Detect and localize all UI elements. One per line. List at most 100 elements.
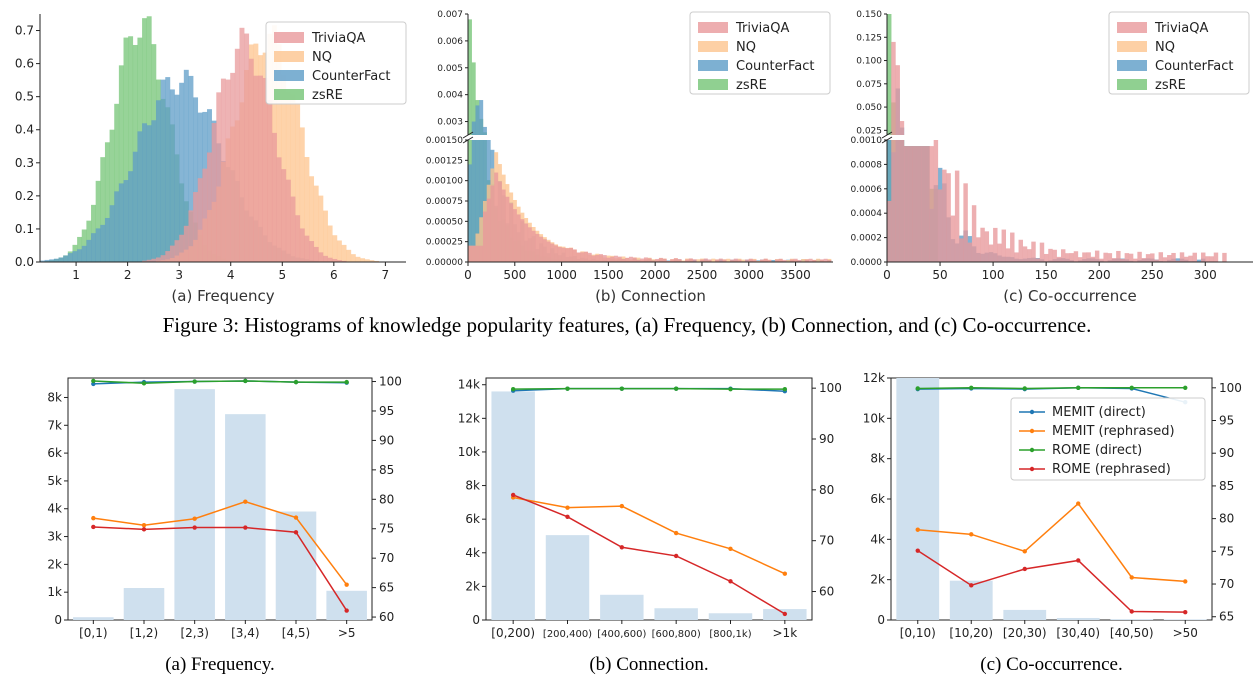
bar	[326, 590, 367, 620]
hist-bar	[67, 253, 73, 262]
hist-bar	[104, 142, 110, 262]
data-point	[344, 582, 349, 587]
data-point	[1183, 579, 1188, 584]
hist-bar	[696, 259, 701, 262]
line-series-rome-direct	[91, 378, 349, 386]
hist-bar	[360, 258, 366, 262]
legend-label: NQ	[312, 50, 332, 65]
bar	[1056, 617, 1100, 620]
hist-bar	[501, 189, 506, 262]
line-series-rome-rephrased	[510, 492, 788, 617]
line-series-rome-direct	[915, 385, 1188, 391]
hist-bar	[602, 255, 607, 262]
y-right-tick-label: 65	[379, 581, 394, 595]
hist-bar	[1222, 252, 1227, 262]
hist-bar	[374, 260, 379, 262]
hist-bar	[636, 259, 641, 262]
hist-bar	[912, 146, 917, 262]
x-tick-label: 250	[1141, 268, 1164, 282]
hist-bar	[225, 79, 231, 262]
y-tick-label: 0.00150	[426, 136, 463, 146]
legend-label: MEMIT (rephrased)	[1052, 424, 1175, 439]
hist-bar	[174, 94, 180, 262]
hist-bar	[741, 259, 746, 262]
hist-bar	[323, 255, 328, 262]
data-point	[1183, 609, 1188, 615]
hist-bar	[193, 192, 199, 262]
bar	[708, 613, 753, 620]
x-tick-label: [1,2)	[130, 626, 158, 640]
hist-bar	[730, 259, 734, 262]
data-point	[619, 545, 625, 550]
legend-label: TriviaQA	[1154, 21, 1208, 36]
hist-bar	[1010, 232, 1015, 262]
hist-bar	[63, 255, 69, 262]
y-left-tick-label: 4k	[465, 546, 480, 560]
hist-bar	[760, 259, 764, 262]
y-right-tick-label: 80	[819, 483, 834, 497]
hist-bar	[369, 260, 375, 262]
hist-bar	[128, 36, 134, 262]
hist-bar	[572, 249, 577, 262]
hist-frequency: 0.0 0.1 0.2 0.3 0.4 0.5 0.6 0.7 1 2 3 4 5 6 7 (a) Frequ…	[15, 14, 407, 305]
hist-bar	[677, 259, 682, 262]
y-right-tick-label: 95	[379, 404, 394, 418]
hist-bar	[756, 260, 761, 262]
x-tick-label: 3000	[733, 268, 764, 282]
hist-bar	[1035, 258, 1040, 262]
x-tick-label: 50	[932, 268, 947, 282]
legend-swatch	[274, 70, 304, 81]
hist-bar	[313, 185, 319, 262]
hist-bar	[628, 256, 633, 262]
hist-bar	[494, 172, 499, 262]
y-left-tick-label: 4k	[870, 532, 885, 546]
x-tick-label: [0,1)	[79, 626, 107, 640]
chart-title: (c) Co-occurrence.	[980, 654, 1122, 675]
hist-bar	[801, 259, 806, 262]
hist-bar	[58, 257, 64, 262]
line-series-rome-rephrased	[91, 524, 349, 613]
hist-bar	[160, 255, 166, 262]
hist-bar	[290, 196, 296, 262]
y-right-tick-label: 65	[1219, 610, 1234, 624]
y-left-tick-label: 12k	[458, 411, 480, 425]
y-left-tick-label: 2k	[47, 557, 62, 571]
bar	[123, 588, 165, 620]
hist-bar	[1065, 253, 1070, 262]
hist-bar	[1022, 246, 1028, 262]
legend-marker	[1029, 428, 1035, 434]
y-tick-label: 0.7	[15, 24, 34, 38]
hist-bar	[327, 225, 333, 262]
hist-bar	[718, 258, 723, 262]
hist-bar	[993, 227, 998, 262]
legend-marker	[1029, 409, 1035, 415]
hist-bar	[123, 37, 129, 262]
hist-bar	[230, 72, 236, 262]
data-point	[915, 386, 920, 391]
hist-bar	[327, 257, 333, 262]
hist-bar	[290, 94, 296, 262]
hist-bar	[971, 205, 977, 262]
hist-bar	[346, 249, 352, 262]
hist-bar	[1099, 258, 1104, 262]
hist-bar	[95, 180, 101, 262]
hist-bar	[606, 257, 611, 262]
hist-bar	[146, 259, 152, 262]
hist-series-triviaqa	[887, 41, 1253, 262]
hist-bar	[1090, 256, 1096, 262]
hist-bar	[542, 239, 547, 262]
x-tick-label: [30,40)	[1056, 626, 1100, 640]
hist-bar	[471, 121, 476, 135]
hist-bar	[1031, 241, 1036, 262]
data-point	[344, 608, 349, 613]
x-tick-label: 0	[464, 268, 472, 282]
y-tick-label: 0.0008	[851, 160, 883, 170]
y-tick-label: 0.0002	[851, 234, 883, 244]
hist-bar	[1133, 258, 1138, 262]
y-tick-label: 0.3	[15, 156, 34, 170]
hist-bar	[658, 257, 663, 262]
y-right-tick-label: 100	[819, 381, 842, 395]
hist-bar	[258, 75, 263, 262]
hist-bar	[318, 195, 324, 262]
x-tick-label: 1	[72, 268, 80, 282]
